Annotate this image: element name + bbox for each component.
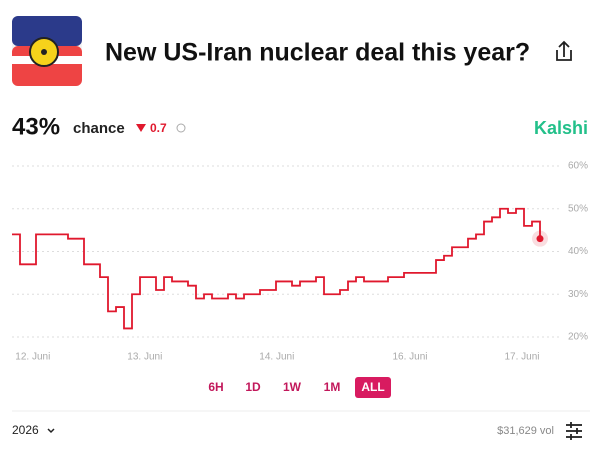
range-button[interactable]: 1W [283, 380, 302, 394]
volume: $31,629 vol [497, 425, 554, 437]
down-arrow [136, 124, 146, 132]
y-tick-label: 30% [568, 289, 588, 300]
market-icon [12, 16, 82, 86]
range-button[interactable]: 1D [245, 380, 261, 394]
brand: Kalshi [534, 118, 588, 138]
end-dot [536, 235, 544, 243]
y-tick-label: 50% [568, 203, 588, 214]
chevron [47, 428, 55, 434]
x-tick-label: 17. Juni [504, 352, 539, 363]
y-tick-label: 60% [568, 161, 588, 172]
x-tick-label: 12. Juni [15, 352, 50, 363]
line-series [12, 207, 541, 330]
range-buttons: 6H 1D 1W 1M ALL [208, 377, 391, 398]
y-tick-label: 40% [568, 246, 588, 257]
y-tick-label: 20% [568, 332, 588, 343]
range-button[interactable]: 6H [208, 380, 223, 394]
x-tick-label: 14. Juni [259, 352, 294, 363]
x-tick-label: 13. Juni [127, 352, 162, 363]
range-button-bg [355, 377, 391, 398]
chart: 20% 30% 40% 50% 60% 12. Juni 13. Juni 14. Juni 1… [12, 161, 588, 363]
change-value: 0.7 [150, 121, 167, 135]
chance-label: chance [73, 120, 125, 137]
range-button[interactable]: ALL [361, 380, 384, 394]
year-select[interactable]: 2026 [12, 423, 39, 437]
info-icon[interactable] [176, 123, 186, 133]
range-button[interactable]: 1M [324, 380, 341, 394]
settings-icon[interactable] [566, 422, 582, 440]
share-button[interactable] [556, 40, 572, 61]
market-title: New US-Iran nuclear deal this year? [105, 39, 530, 67]
x-tick-label: 16. Juni [392, 352, 427, 363]
chance-value: 43% [12, 113, 60, 140]
